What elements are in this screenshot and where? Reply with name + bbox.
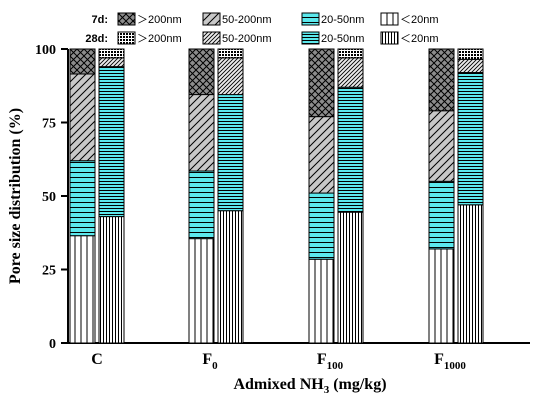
bar-segment-28d-gt200nm — [457, 48, 484, 60]
y-tick-label: 0 — [49, 337, 56, 352]
bar-segment-7d-lt20nm — [308, 258, 335, 344]
bar-segment-7d-20-50nm — [188, 170, 215, 240]
bar-segment-7d-50-200nm — [308, 116, 335, 194]
bar-segment-7d-50-200nm — [69, 73, 96, 162]
x-category-label: F0 — [202, 351, 218, 372]
bar-segment-28d-20-50nm — [337, 86, 364, 213]
bar-segment-7d-20-50nm — [308, 192, 335, 260]
bar-segment-28d-lt20nm — [457, 204, 484, 344]
y-tick-label: 50 — [42, 190, 56, 205]
bar-segment-7d-lt20nm — [69, 235, 96, 344]
y-axis-title: Pore size distribution (%) — [7, 108, 24, 284]
bar-segment-7d-50-200nm — [428, 110, 455, 182]
bar-segment-28d-50-200nm — [337, 57, 364, 88]
legend-entry-label: ＜20nm — [400, 14, 439, 26]
bar-segment-7d-gt200nm — [188, 48, 215, 96]
y-tick-label: 75 — [42, 117, 56, 132]
bar-segment-28d-20-50nm — [217, 94, 244, 212]
y-tick-label: 100 — [35, 43, 56, 58]
bar-segment-7d-gt200nm — [308, 48, 335, 118]
legend-entry-label: ＜20nm — [400, 33, 439, 45]
y-ticks: 0 25 50 75 100 — [35, 43, 68, 352]
legend-swatch — [380, 12, 399, 26]
bar-segment-7d-gt200nm — [69, 48, 96, 75]
legend-swatch — [202, 31, 221, 45]
legend-entry-label: 50-200nm — [222, 33, 272, 45]
bar-segment-7d-gt200nm — [428, 48, 455, 112]
bar-segment-28d-50-200nm — [217, 57, 244, 96]
bar-segment-28d-20-50nm — [457, 72, 484, 206]
bars — [69, 48, 484, 344]
bar-segment-7d-20-50nm — [428, 180, 455, 250]
category-labels: C F0 F100 F1000 — [91, 351, 466, 372]
legend-entry-label: ＞200nm — [137, 33, 182, 45]
bar-segment-28d-lt20nm — [98, 216, 125, 344]
legend-entry-label: ＞200nm — [137, 14, 182, 26]
legend-swatch — [380, 31, 399, 45]
bar-segment-28d-50-200nm — [98, 57, 125, 68]
x-category-label: F1000 — [434, 351, 466, 372]
legend-entry-label: 20-50nm — [321, 14, 364, 26]
bar-segment-28d-20-50nm — [98, 66, 125, 218]
y-tick-label: 25 — [42, 264, 56, 279]
bar-segment-7d-lt20nm — [428, 248, 455, 344]
legend-swatch — [301, 12, 320, 26]
legend-entry-label: 50-200nm — [222, 14, 272, 26]
bar-segment-7d-lt20nm — [188, 238, 215, 344]
x-category-label: C — [91, 351, 103, 368]
bar-segment-7d-20-50nm — [69, 160, 96, 237]
legend-group-label: 28d: — [85, 33, 108, 45]
legend-swatch — [117, 31, 136, 45]
bar-segment-28d-gt200nm — [337, 48, 364, 59]
bar-segment-28d-gt200nm — [217, 48, 244, 59]
x-category-label: F100 — [317, 351, 344, 372]
legend-swatch — [301, 31, 320, 45]
bar-segment-28d-50-200nm — [457, 58, 484, 74]
legend-swatch — [117, 12, 136, 26]
bar-segment-28d-gt200nm — [98, 48, 125, 59]
bar-segment-7d-50-200nm — [188, 94, 215, 172]
x-axis-title: Admixed NH3 (mg/kg) — [233, 376, 386, 396]
legend-swatch — [202, 12, 221, 26]
bar-segment-28d-lt20nm — [337, 211, 364, 344]
bar-segment-28d-lt20nm — [217, 210, 244, 344]
legend-group-label: 7d: — [92, 14, 109, 26]
legend-entry-label: 20-50nm — [321, 33, 364, 45]
legend: 7d: ＞200nm 50-200nm 20-50nm ＜20nm 28d: ＞200nm 5… — [85, 12, 439, 45]
